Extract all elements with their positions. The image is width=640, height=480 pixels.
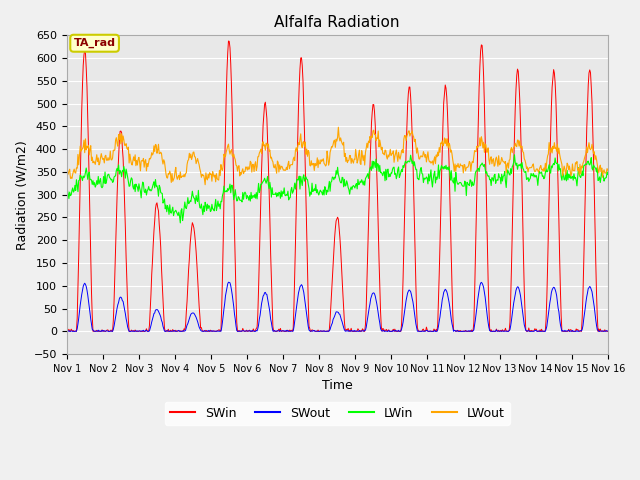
LWin: [604, 171, 612, 177]
SWin: [225, 38, 232, 44]
X-axis label: Time: Time: [322, 379, 353, 392]
LWout: [212, 171, 220, 177]
LWout: [183, 162, 191, 168]
LWout: [604, 168, 612, 173]
Title: Alfalfa Radiation: Alfalfa Radiation: [275, 15, 400, 30]
LWin: [177, 220, 184, 226]
LWout: [63, 178, 70, 183]
Line: LWin: LWin: [67, 155, 608, 223]
SWout: [420, 328, 428, 334]
LWin: [72, 177, 80, 182]
SWin: [604, 328, 612, 334]
SWout: [404, 288, 412, 294]
Y-axis label: Radiation (W/m2): Radiation (W/m2): [15, 140, 28, 250]
SWout: [604, 328, 612, 334]
SWin: [420, 328, 428, 334]
SWout: [184, 321, 191, 326]
LWout: [420, 151, 428, 157]
SWout: [225, 279, 232, 285]
SWout: [212, 328, 220, 334]
Line: SWin: SWin: [67, 41, 608, 331]
Text: TA_rad: TA_rad: [74, 38, 116, 48]
LWout: [72, 165, 80, 171]
LWin: [511, 152, 518, 157]
Legend: SWin, SWout, LWin, LWout: SWin, SWout, LWin, LWout: [164, 402, 509, 425]
SWout: [74, 326, 81, 332]
LWout: [202, 182, 209, 188]
LWout: [404, 129, 412, 134]
SWout: [129, 328, 137, 334]
SWin: [404, 90, 412, 96]
LWin: [128, 176, 136, 182]
LWin: [184, 195, 191, 201]
SWin: [63, 328, 70, 334]
LWout: [335, 124, 342, 130]
SWout: [63, 328, 70, 334]
LWin: [212, 208, 220, 214]
SWin: [74, 315, 81, 321]
LWout: [128, 162, 136, 168]
SWin: [129, 328, 137, 334]
LWin: [404, 158, 412, 164]
LWin: [63, 190, 70, 195]
SWin: [63, 328, 71, 334]
SWin: [212, 328, 220, 334]
LWin: [420, 180, 428, 185]
SWin: [184, 282, 191, 288]
SWout: [63, 328, 71, 334]
Line: LWout: LWout: [67, 127, 608, 185]
Line: SWout: SWout: [67, 282, 608, 331]
